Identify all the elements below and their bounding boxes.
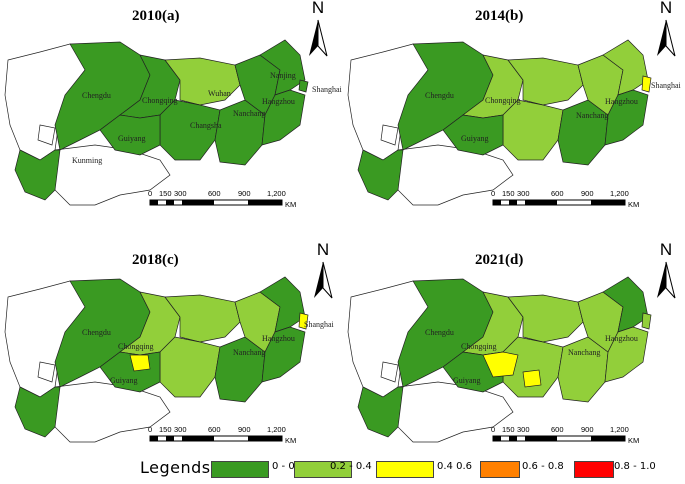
legend-label: 0.6 - 0.8 (522, 461, 564, 472)
region-yunnan (14, 149, 61, 201)
north-label: N (316, 240, 330, 259)
panel-title: 2014(b) (475, 8, 524, 24)
panel-title: 2021(d) (475, 252, 524, 268)
scale-tick: 300 (174, 189, 187, 198)
region-zhejiang (261, 89, 306, 146)
city-hangzhou: Hangzhou (262, 97, 295, 106)
city-wuhan: Wuhan (208, 89, 231, 98)
scale-tick: 0 (491, 425, 495, 434)
scale-unit: KM (628, 436, 639, 445)
city-nanchang: Nanchang (233, 109, 265, 118)
city-guiyang: Guiyang (110, 376, 138, 385)
legend-label: 0.8 - 1.0 (614, 461, 656, 472)
legend-swatch-0.4-0.6 (376, 461, 434, 478)
region-map: Shanghai Chongqing Guiyang Kunming Hangz… (4, 39, 342, 206)
city-chongqing: Chongqing (118, 342, 154, 351)
city-chongqing: Chongqing (142, 96, 178, 105)
legend-label: 0 - 0.2 (272, 461, 305, 472)
region-hubei (164, 57, 241, 106)
scale-tick: 150 (159, 425, 172, 434)
scale-tick: 900 (238, 189, 251, 198)
scale-tick: 600 (208, 189, 221, 198)
scale-tick: 1,200 (267, 425, 286, 434)
region-map: Shanghai Chongqing Guiyang Hangzhou Nanc… (347, 39, 682, 206)
scale-tick: 1,200 (267, 189, 286, 198)
city-hangzhou: Hangzhou (605, 334, 638, 343)
city-chongqing: Chongqing (485, 96, 521, 105)
city-chengdu: Chengdu (82, 328, 111, 337)
city-chengdu: Chengdu (425, 328, 454, 337)
city-guiyang: Guiyang (461, 134, 489, 143)
scale-tick: 0 (148, 425, 152, 434)
region-map: Chongqing Guiyang Hangzhou Nanchang Chen… (347, 276, 652, 443)
north-label: N (659, 0, 673, 17)
legend-swatch-0-0.2 (211, 461, 269, 478)
legend: Legends 0 - 0.2 0.2 - 0.4 0.4 0.6 0.6 - … (0, 454, 685, 484)
map-panel-2018: 2018(c) N Shanghai Chongqing Guiyang Han… (0, 232, 342, 464)
region-jiangsu (259, 39, 306, 96)
legend-title: Legends (140, 458, 211, 477)
north-label: N (659, 240, 673, 259)
map-panel-2021: 2021(d) N Chongqing Guiyang Hangzhou Nan… (343, 232, 685, 464)
scale-tick: 300 (174, 425, 187, 434)
legend-label: 0.2 - 0.4 (330, 461, 372, 472)
city-nanchang: Nanchang (568, 348, 600, 357)
scale-tick: 600 (551, 189, 564, 198)
city-shanghai: Shanghai (312, 85, 342, 94)
map-panel-2010: 2010(a) N Shanghai Chongqing Guiyang Kun… (0, 0, 342, 232)
scale-unit: KM (628, 200, 639, 209)
city-chongqing: Chongqing (461, 342, 497, 351)
city-hangzhou: Hangzhou (262, 334, 295, 343)
city-chengdu: Chengdu (82, 91, 111, 100)
north-arrow-icon (657, 19, 676, 57)
scale-tick: 1,200 (610, 189, 629, 198)
scale-tick: 900 (238, 425, 251, 434)
scale-unit: KM (285, 436, 296, 445)
region-map: Shanghai Chongqing Guiyang Hangzhou Nanc… (4, 276, 335, 443)
scale-unit: KM (285, 200, 296, 209)
region-guizhou (99, 114, 161, 156)
region-hunan (159, 99, 221, 161)
city-kunming: Kunming (72, 156, 102, 165)
city-chengdu: Chengdu (425, 91, 454, 100)
scale-tick: 300 (517, 425, 530, 434)
map-panel-2014: 2014(b) N Shanghai Chongqing Guiyang Han… (343, 0, 685, 232)
city-changsha: Changsha (190, 121, 222, 130)
scale-tick: 900 (581, 425, 594, 434)
city-hangzhou: Hangzhou (605, 97, 638, 106)
scale-tick: 0 (148, 189, 152, 198)
scale-tick: 150 (502, 425, 515, 434)
scale-tick: 300 (517, 189, 530, 198)
legend-swatch-0.2-0.4 (294, 461, 352, 478)
legend-swatch-0.6-0.8 (480, 461, 520, 478)
region-shanghai (298, 79, 309, 93)
city-shanghai: Shanghai (651, 81, 682, 90)
city-nanchang: Nanchang (576, 111, 608, 120)
legend-label: 0.4 0.6 (437, 461, 472, 472)
north-arrow-icon (657, 261, 676, 299)
north-arrow-icon (309, 19, 328, 57)
panel-title: 2010(a) (132, 8, 180, 24)
city-guiyang: Guiyang (118, 134, 146, 143)
city-shanghai: Shanghai (304, 320, 335, 329)
scale-tick: 1,200 (610, 425, 629, 434)
north-arrow-icon (314, 261, 333, 299)
scale-tick: 600 (208, 425, 221, 434)
city-nanchang: Nanchang (233, 348, 265, 357)
legend-swatch-0.8-1.0 (574, 461, 614, 478)
city-nanjing: Nanjing (270, 71, 296, 80)
scale-tick: 0 (491, 189, 495, 198)
north-label: N (311, 0, 325, 17)
city-guiyang: Guiyang (453, 376, 481, 385)
scale-tick: 150 (502, 189, 515, 198)
region-white-patch (37, 124, 56, 146)
panel-title: 2018(c) (132, 252, 179, 268)
scale-tick: 600 (551, 425, 564, 434)
scale-tick: 900 (581, 189, 594, 198)
scale-tick: 150 (159, 189, 172, 198)
